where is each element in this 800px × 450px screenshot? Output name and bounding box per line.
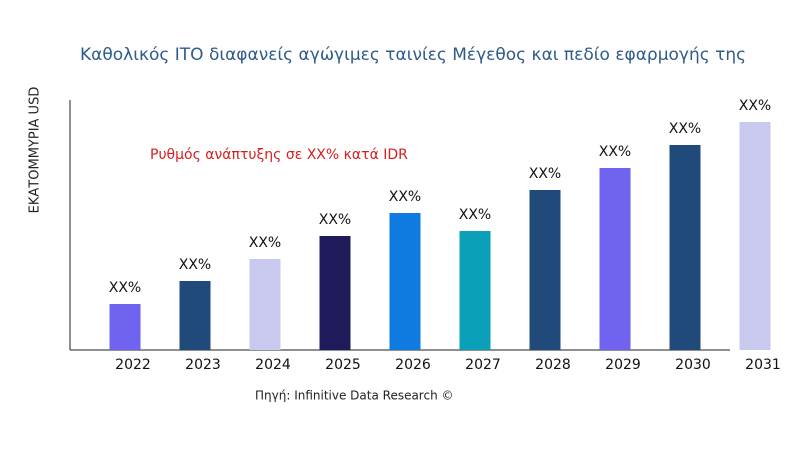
- bar: [739, 122, 771, 350]
- bar: [669, 145, 701, 350]
- data-label: XX%: [739, 98, 771, 114]
- x-tick-label: 2025: [325, 357, 361, 373]
- data-label: XX%: [109, 280, 141, 296]
- data-label: XX%: [249, 235, 281, 251]
- bar: [599, 168, 631, 350]
- bar: [109, 304, 141, 350]
- data-label: XX%: [599, 144, 631, 160]
- x-tick-label: 2022: [115, 357, 151, 373]
- y-axis-label: ΕΚΑΤΟΜΜΥΡΙΑ USD: [28, 87, 43, 214]
- x-tick-label: 2027: [465, 357, 501, 373]
- bar: [459, 231, 491, 350]
- data-label: XX%: [389, 189, 421, 205]
- chart-title: Καθολικός ITO διαφανείς αγώγιμες ταινίες…: [80, 45, 746, 65]
- data-label: XX%: [529, 166, 561, 182]
- bar: [389, 213, 421, 350]
- bar: [179, 281, 211, 350]
- x-tick-label: 2026: [395, 357, 431, 373]
- x-tick-label: 2024: [255, 357, 291, 373]
- data-label: XX%: [179, 257, 211, 273]
- data-label: XX%: [459, 207, 491, 223]
- x-tick-label: 2028: [535, 357, 571, 373]
- data-label: XX%: [319, 212, 351, 228]
- x-tick-label: 2030: [675, 357, 711, 373]
- bar: [319, 236, 351, 350]
- data-label: XX%: [669, 121, 701, 137]
- source: Πηγή: Infinitive Data Research ©: [255, 389, 454, 403]
- bar: [529, 190, 561, 350]
- bar: [249, 259, 281, 350]
- annotation: Ρυθμός ανάπτυξης σε XX% κατά IDR: [150, 147, 408, 163]
- x-tick-label: 2031: [745, 357, 781, 373]
- x-tick-label: 2029: [605, 357, 641, 373]
- x-tick-label: 2023: [185, 357, 221, 373]
